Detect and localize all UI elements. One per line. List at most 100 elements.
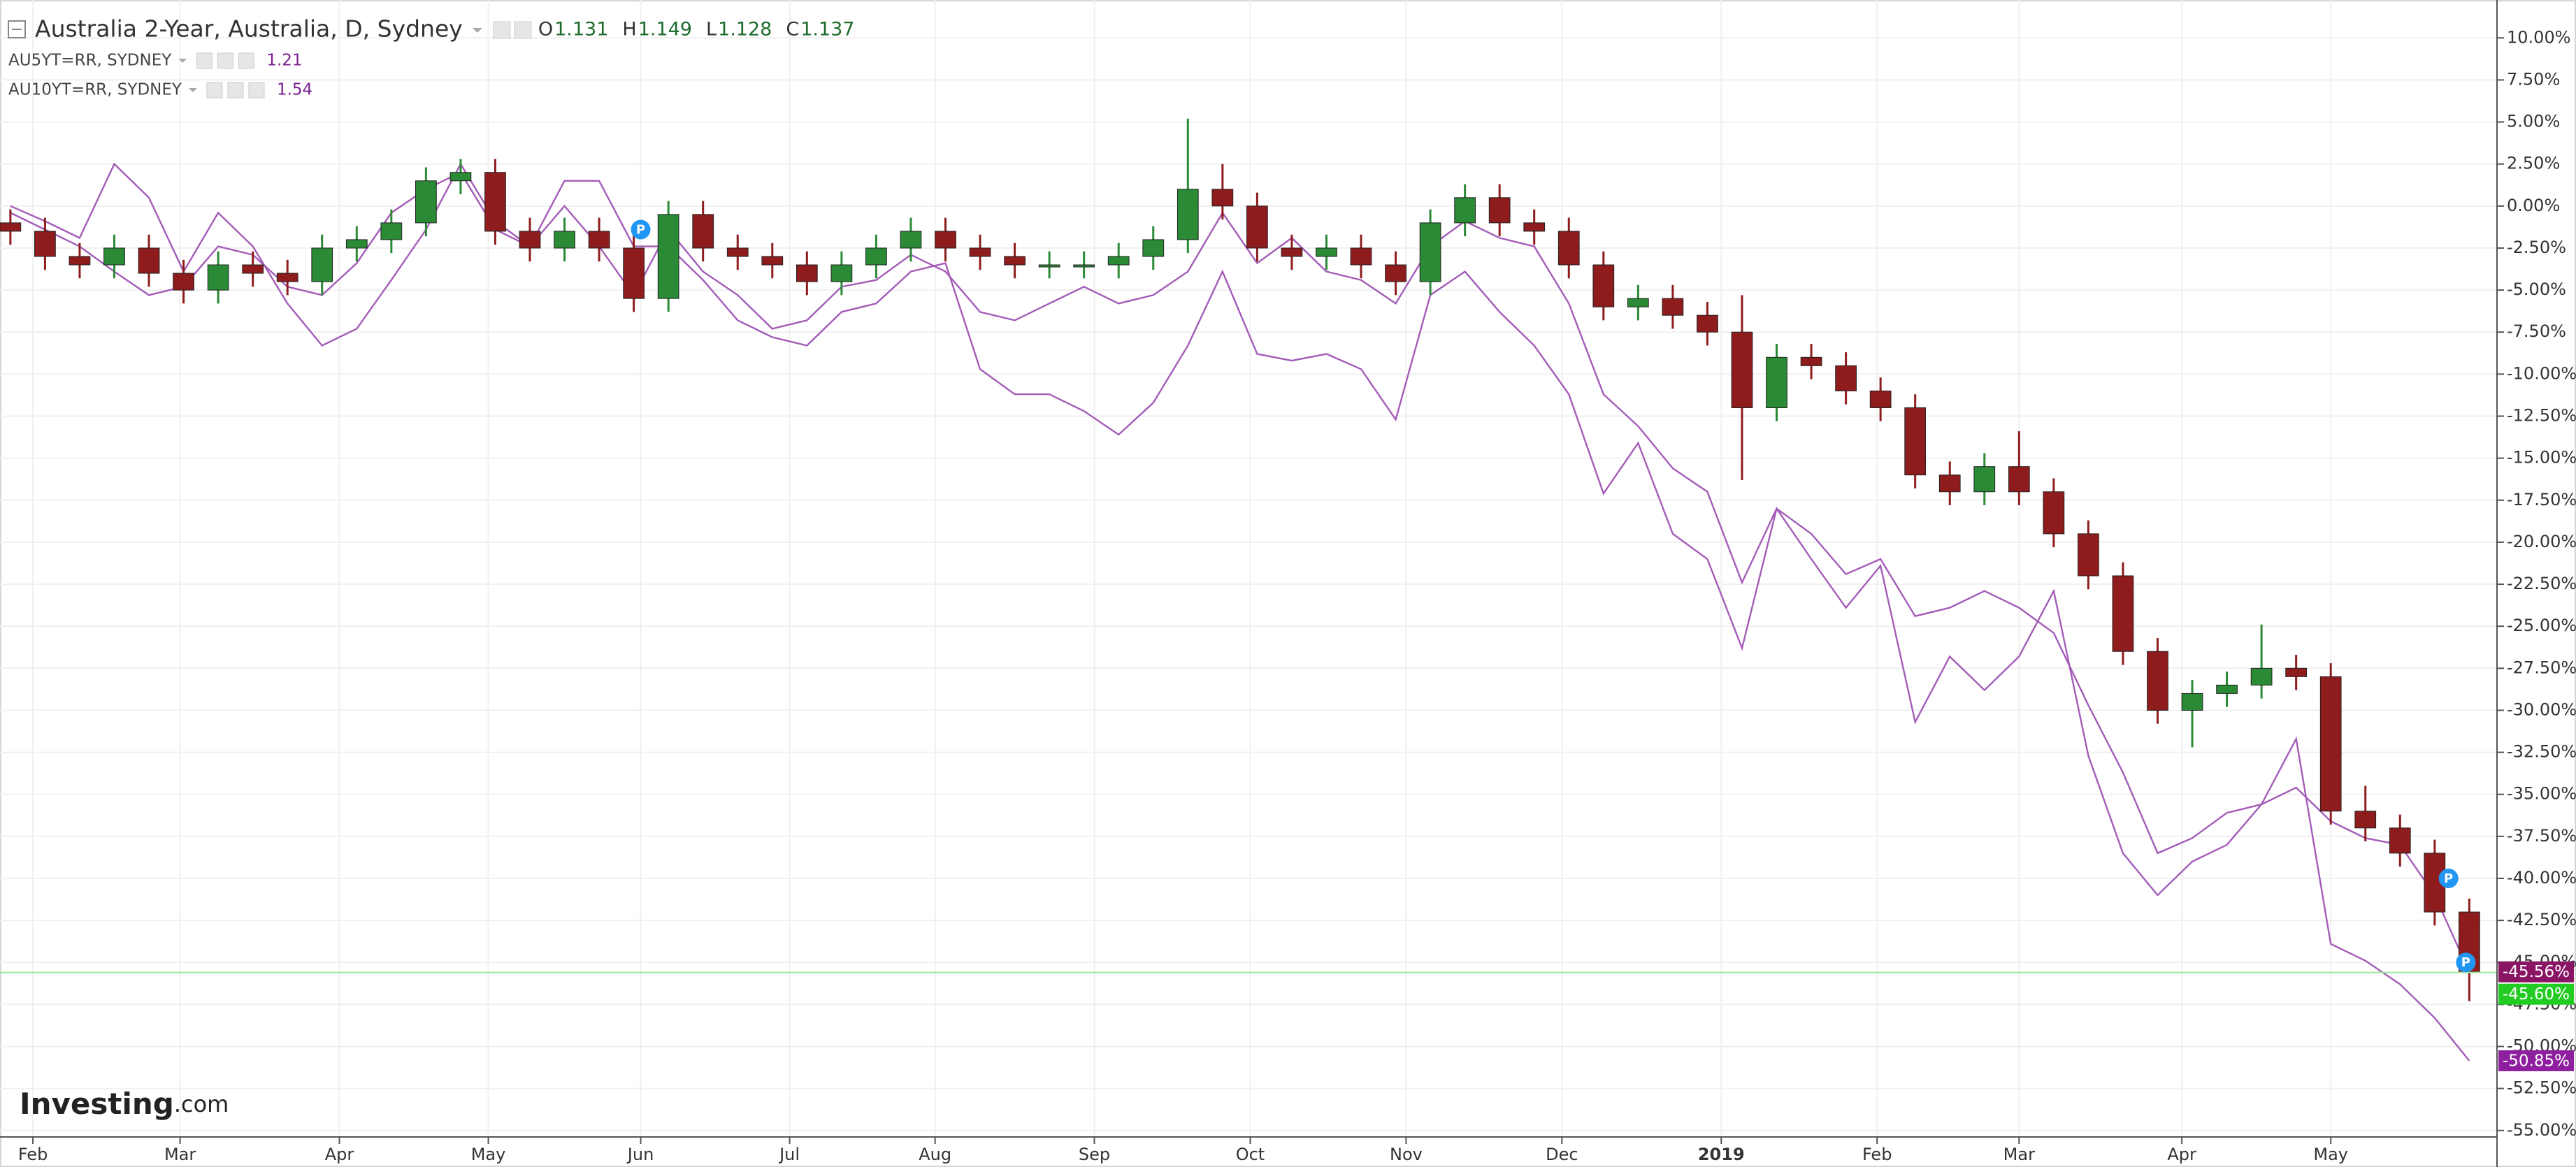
last-value-box bbox=[2498, 983, 2574, 1005]
candle-body bbox=[1557, 231, 1580, 266]
candle-body bbox=[692, 214, 714, 249]
candle-body bbox=[935, 231, 956, 249]
icon-button[interactable] bbox=[238, 52, 254, 69]
candle-body bbox=[2078, 533, 2099, 577]
event-marker-label: P bbox=[2444, 871, 2453, 886]
candle-body bbox=[1800, 356, 1822, 366]
candle-body bbox=[1731, 331, 1753, 408]
legend-name: AU5YT=RR, SYDNEY bbox=[8, 52, 172, 70]
last-value-label: -45.60% bbox=[2503, 985, 2570, 1003]
candle-body bbox=[1246, 205, 1268, 249]
y-tick-label: -55.00% bbox=[2507, 1120, 2576, 1140]
candle-body bbox=[900, 231, 922, 249]
candle-body bbox=[1627, 298, 1649, 307]
candle-body bbox=[311, 247, 333, 282]
x-tick-label: Sep bbox=[1079, 1145, 1110, 1164]
y-tick-label: -22.50% bbox=[2507, 574, 2576, 593]
ohlc-value: 1.128 bbox=[718, 19, 772, 41]
candle-body bbox=[2389, 827, 2411, 854]
settings-icons[interactable] bbox=[493, 21, 532, 39]
y-tick-label: -37.50% bbox=[2507, 826, 2576, 846]
watermark: Investing.com bbox=[20, 1087, 229, 1121]
ohlc-value: 1.137 bbox=[800, 19, 854, 41]
candle-body bbox=[623, 247, 645, 299]
event-marker-label: P bbox=[2461, 955, 2470, 970]
candle-body bbox=[554, 231, 575, 249]
candle-body bbox=[1004, 256, 1026, 266]
dropdown-caret[interactable] bbox=[188, 88, 197, 92]
legend-value: 1.54 bbox=[277, 81, 312, 99]
ohlc-value: 1.131 bbox=[554, 19, 608, 41]
candle-body bbox=[796, 264, 818, 282]
candle-body bbox=[2250, 667, 2273, 686]
candle-body bbox=[1177, 189, 1199, 240]
candle-body bbox=[761, 256, 784, 266]
dropdown-caret[interactable] bbox=[178, 59, 187, 63]
watermark-text: Investing.com bbox=[20, 1087, 229, 1121]
candle-body bbox=[380, 222, 403, 240]
candle-body bbox=[242, 264, 264, 274]
candle-body bbox=[1107, 256, 1130, 266]
y-tick-label: -30.00% bbox=[2507, 700, 2576, 719]
legend: AU5YT=RR, SYDNEY 1.21 AU10YT=RR, SYDNEY 1.5… bbox=[8, 52, 312, 99]
candle-body bbox=[1904, 407, 1927, 476]
icon-button[interactable] bbox=[493, 21, 511, 39]
icon-button[interactable] bbox=[227, 82, 244, 99]
last-value-box bbox=[2498, 1050, 2574, 1071]
icon-button[interactable] bbox=[514, 21, 532, 39]
candle-body bbox=[276, 273, 298, 282]
y-tick-label: 5.00% bbox=[2507, 112, 2560, 131]
x-tick-label: Apr bbox=[2167, 1145, 2196, 1164]
x-tick-label: Aug bbox=[919, 1145, 951, 1164]
candle-body bbox=[969, 247, 991, 257]
icon-button[interactable] bbox=[217, 52, 233, 69]
x-tick-label: Mar bbox=[2003, 1145, 2035, 1164]
y-tick-label: -5.00% bbox=[2507, 280, 2566, 299]
y-tick-label: -10.00% bbox=[2507, 363, 2576, 383]
event-marker[interactable] bbox=[2456, 952, 2476, 973]
candle-body bbox=[1211, 189, 1234, 207]
last-value-labels: -45.60% -45.56% -50.85% bbox=[2498, 961, 2574, 1071]
candle-body bbox=[173, 273, 194, 291]
candle-body bbox=[69, 256, 91, 266]
candle-body bbox=[657, 214, 679, 299]
candle-body bbox=[2112, 575, 2134, 652]
ohlc-key: H bbox=[622, 19, 636, 41]
event-marker[interactable] bbox=[631, 219, 651, 240]
y-tick-label: -20.00% bbox=[2507, 532, 2576, 551]
candle-body bbox=[1835, 365, 1857, 391]
candle-body bbox=[0, 222, 22, 232]
y-tick-label: -52.50% bbox=[2507, 1078, 2576, 1098]
x-tick-label: Oct bbox=[1236, 1145, 1265, 1164]
x-tick-label: Mar bbox=[164, 1145, 196, 1164]
icon-button[interactable] bbox=[206, 82, 223, 99]
candle-body bbox=[1662, 298, 1684, 316]
x-tick-label: Jul bbox=[778, 1145, 800, 1164]
ohlc-key: L bbox=[706, 19, 717, 41]
candle-body bbox=[484, 172, 506, 232]
series-line bbox=[10, 162, 2470, 1061]
candle-body bbox=[830, 264, 853, 282]
candle-body bbox=[2216, 684, 2238, 694]
candle-body bbox=[103, 247, 125, 266]
candle-body bbox=[415, 180, 437, 224]
collapse-button[interactable] bbox=[8, 20, 26, 38]
candle-body bbox=[1316, 247, 1337, 257]
candle-body bbox=[1419, 222, 1441, 282]
candle-body bbox=[1488, 197, 1511, 224]
event-marker[interactable] bbox=[2438, 868, 2459, 888]
icon-button[interactable] bbox=[248, 82, 265, 99]
x-tick-label: 2019 bbox=[1698, 1145, 1745, 1164]
candle-body bbox=[2147, 651, 2168, 711]
candle-body bbox=[1523, 222, 1546, 232]
candle-body bbox=[1038, 264, 1060, 268]
icon-button[interactable] bbox=[196, 52, 213, 69]
candle-body bbox=[2181, 693, 2203, 711]
dropdown-caret[interactable] bbox=[472, 28, 482, 33]
x-tick-label: Dec bbox=[1546, 1145, 1578, 1164]
watermark-domain: .com bbox=[174, 1091, 229, 1117]
y-tick-label: -35.00% bbox=[2507, 784, 2576, 804]
ohlc-value: 1.149 bbox=[638, 19, 692, 41]
